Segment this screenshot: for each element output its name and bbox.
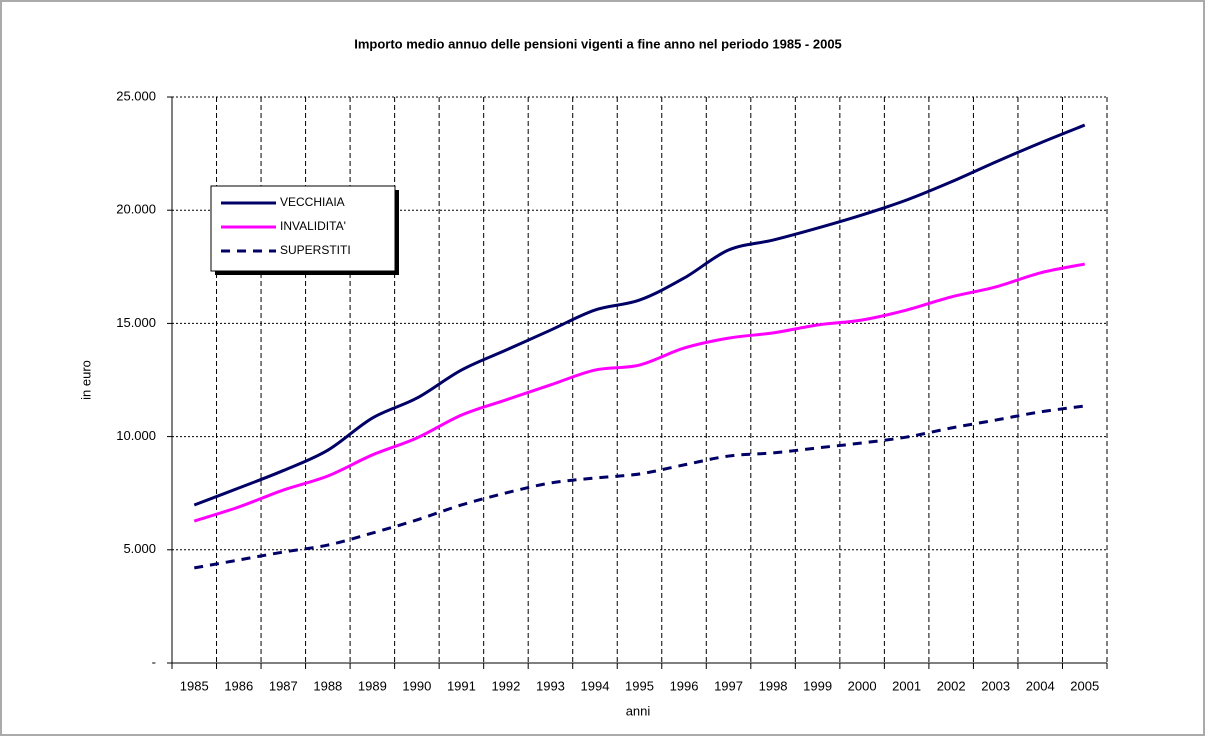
x-tick-label: 2004: [1026, 678, 1055, 693]
y-tick-label: 20.000: [116, 202, 156, 217]
x-tick-label: 1998: [759, 678, 788, 693]
y-tick-label: 5.000: [123, 541, 156, 556]
x-tick-label: 1986: [224, 678, 253, 693]
x-tick-label: 2005: [1070, 678, 1099, 693]
x-axis-label: anni: [626, 703, 651, 718]
x-tick-label: 1991: [447, 678, 476, 693]
x-tick-label: 1995: [625, 678, 654, 693]
x-tick-label: 1988: [313, 678, 342, 693]
x-tick-label: 1994: [581, 678, 610, 693]
chart-title: Importo medio annuo delle pensioni vigen…: [354, 36, 842, 51]
y-axis-label: in euro: [78, 360, 93, 400]
x-tick-label: 2003: [981, 678, 1010, 693]
x-tick-label: 1989: [358, 678, 387, 693]
y-tick-label: 25.000: [116, 88, 156, 103]
legend-label: VECCHIAIA: [280, 195, 345, 209]
y-tick-label: 10.000: [116, 428, 156, 443]
x-tick-label: 1992: [491, 678, 520, 693]
x-tick-label: 1993: [536, 678, 565, 693]
x-tick-label: 1996: [670, 678, 699, 693]
x-tick-label: 1987: [269, 678, 298, 693]
y-tick-label: -: [152, 654, 156, 669]
line-series: [193, 262, 1086, 523]
legend: VECCHIAIA INVALIDITA' SUPERSTITI: [210, 185, 399, 275]
legend-label: INVALIDITA': [280, 219, 346, 233]
legend-label: SUPERSTITI: [280, 243, 351, 257]
y-tick-label: 15.000: [116, 315, 156, 330]
plot-area: - 5.000 10.000 15.000 20.000 25.000 1985 1986 19…: [116, 88, 1108, 693]
x-tick-label: 2001: [892, 678, 921, 693]
line-series: [193, 404, 1085, 570]
x-tick-label: 1999: [803, 678, 832, 693]
x-tick-label: 2002: [937, 678, 966, 693]
x-tick-label: 1990: [402, 678, 431, 693]
x-tick-label: 2000: [848, 678, 877, 693]
x-tick-label: 1997: [714, 678, 743, 693]
line-series: [193, 123, 1086, 507]
x-tick-label: 1985: [180, 678, 209, 693]
